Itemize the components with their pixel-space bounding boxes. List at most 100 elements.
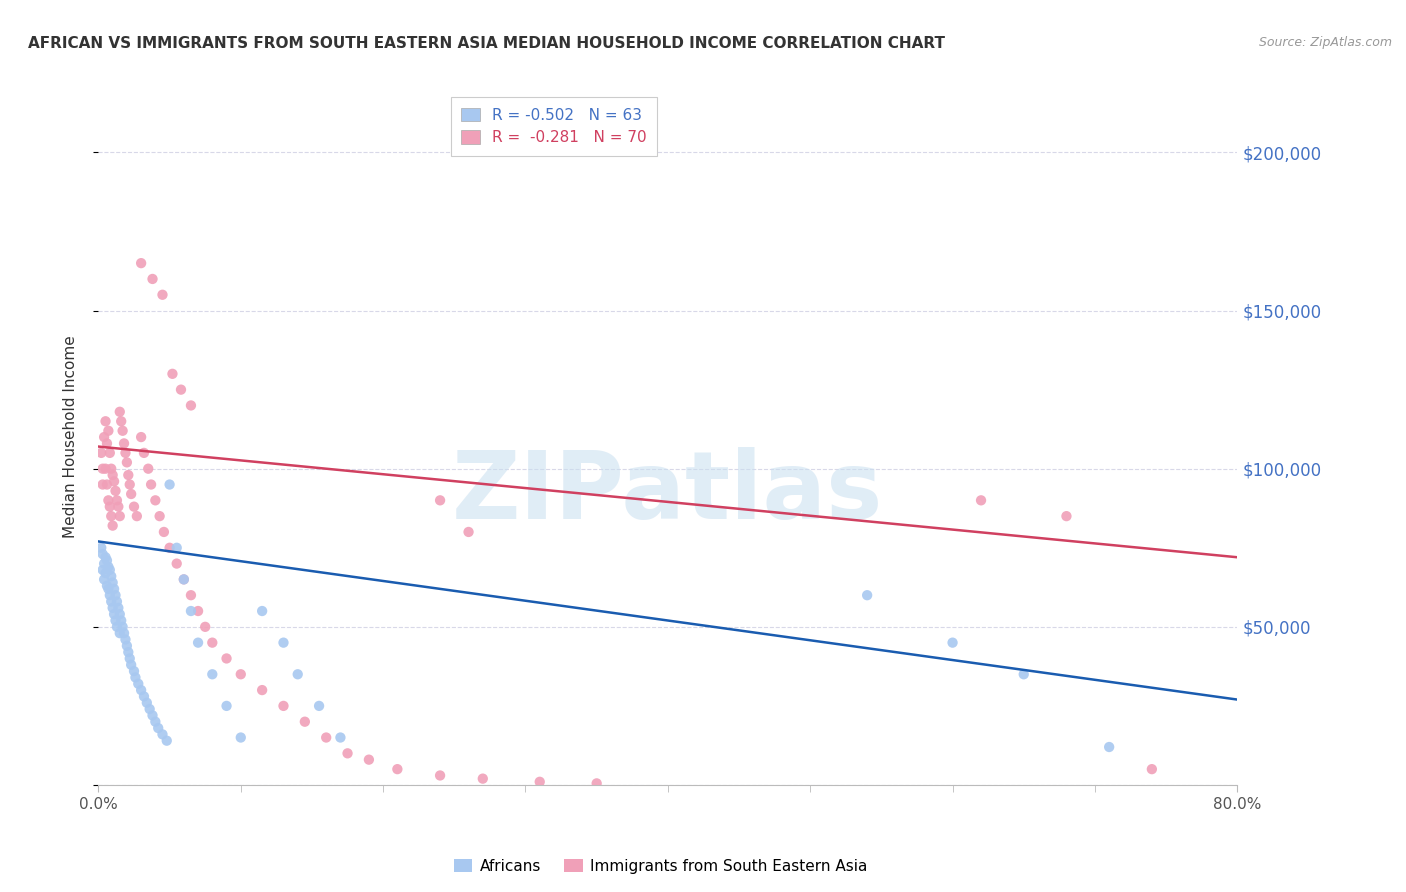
Point <box>93 557 115 571</box>
Point <box>148 721 170 735</box>
Point <box>111 424 134 438</box>
Point <box>120 487 142 501</box>
Point <box>471 772 494 786</box>
Point <box>129 256 152 270</box>
Point <box>357 753 380 767</box>
Point <box>201 635 224 649</box>
Point <box>100 594 122 608</box>
Point <box>194 620 217 634</box>
Point <box>108 509 131 524</box>
Point <box>91 563 114 577</box>
Point <box>96 553 118 567</box>
Point <box>96 579 118 593</box>
Point <box>273 635 295 649</box>
Point <box>104 483 127 498</box>
Point <box>94 566 117 580</box>
Point <box>111 620 134 634</box>
Point <box>127 677 149 691</box>
Point <box>273 698 295 713</box>
Point <box>162 367 184 381</box>
Point <box>215 651 238 665</box>
Point <box>120 657 142 672</box>
Point <box>112 436 135 450</box>
Point <box>114 632 136 647</box>
Point <box>96 477 118 491</box>
Point <box>90 446 112 460</box>
Point <box>105 620 128 634</box>
Point <box>166 541 188 555</box>
Point <box>108 607 131 622</box>
Point <box>107 500 129 514</box>
Point <box>103 582 125 596</box>
Point <box>103 607 125 622</box>
Legend: R = -0.502   N = 63, R =  -0.281   N = 70: R = -0.502 N = 63, R = -0.281 N = 70 <box>451 97 657 156</box>
Point <box>90 541 112 555</box>
Point <box>145 714 167 729</box>
Point <box>117 645 139 659</box>
Point <box>93 573 115 587</box>
Point <box>457 524 479 539</box>
Point <box>429 768 451 782</box>
Point <box>115 639 138 653</box>
Text: ZIPatlas: ZIPatlas <box>453 447 883 539</box>
Point <box>105 594 128 608</box>
Point <box>118 477 141 491</box>
Point <box>315 731 337 745</box>
Point <box>250 683 273 698</box>
Point <box>101 468 124 483</box>
Point <box>173 573 195 587</box>
Point <box>856 588 879 602</box>
Point <box>1012 667 1035 681</box>
Point <box>100 461 122 475</box>
Point <box>91 547 114 561</box>
Point <box>215 698 238 713</box>
Point <box>132 446 155 460</box>
Point <box>96 436 118 450</box>
Point <box>100 509 122 524</box>
Point <box>97 582 120 596</box>
Text: Source: ZipAtlas.com: Source: ZipAtlas.com <box>1258 36 1392 49</box>
Point <box>97 424 120 438</box>
Point <box>101 600 124 615</box>
Point <box>94 461 117 475</box>
Point <box>336 747 359 761</box>
Point <box>152 727 174 741</box>
Point <box>159 541 181 555</box>
Point <box>170 383 193 397</box>
Point <box>98 500 121 514</box>
Point <box>124 670 146 684</box>
Point <box>187 635 209 649</box>
Point <box>93 430 115 444</box>
Point <box>114 446 136 460</box>
Point <box>98 588 121 602</box>
Point <box>156 733 179 747</box>
Point <box>97 559 120 574</box>
Point <box>129 430 152 444</box>
Point <box>180 399 202 413</box>
Point <box>94 550 117 565</box>
Point <box>529 774 551 789</box>
Point <box>101 575 124 590</box>
Point <box>122 500 145 514</box>
Point <box>132 690 155 704</box>
Point <box>118 651 141 665</box>
Point <box>159 477 181 491</box>
Point <box>1098 739 1121 754</box>
Point <box>153 524 176 539</box>
Point <box>387 762 409 776</box>
Point <box>135 696 157 710</box>
Point <box>104 614 127 628</box>
Point <box>229 731 252 745</box>
Point <box>98 446 121 460</box>
Point <box>149 509 172 524</box>
Point <box>110 614 132 628</box>
Point <box>429 493 451 508</box>
Point <box>229 667 252 681</box>
Point <box>129 683 152 698</box>
Point <box>139 477 162 491</box>
Point <box>94 414 117 428</box>
Point <box>1056 509 1078 524</box>
Point <box>187 604 209 618</box>
Point <box>308 698 330 713</box>
Point <box>112 626 135 640</box>
